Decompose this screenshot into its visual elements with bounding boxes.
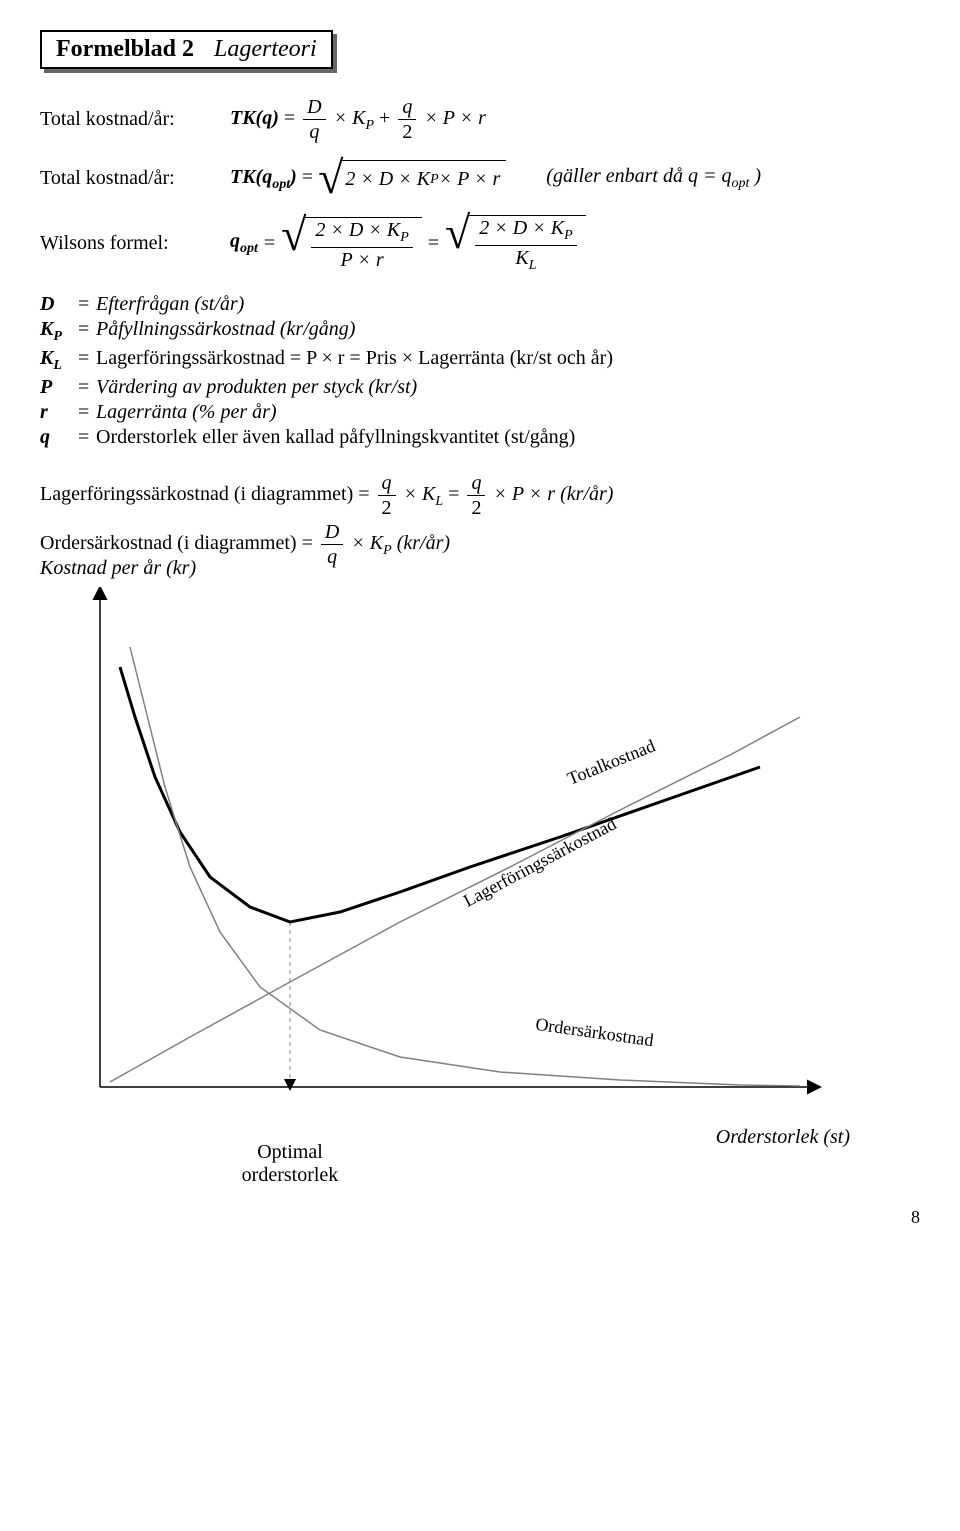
equation-tk: TK(q) = D q × KP + q 2 × P × r: [230, 97, 486, 142]
label-tk: Total kostnad/år:: [40, 108, 190, 131]
equation-tkopt: TK(qopt) = √ 2 × D × KP × P × r: [230, 160, 506, 197]
chart-y-label: Kostnad per år (kr): [40, 557, 196, 580]
formula-tkopt: Total kostnad/år: TK(qopt) = √ 2 × D × K…: [40, 160, 920, 197]
order-cost-curve: [130, 647, 800, 1086]
total-cost-curve: [120, 667, 760, 922]
chart-optimal-label: Optimal orderstorlek: [220, 1141, 360, 1187]
definitions-list: D=Efterfrågan (st/år) KP=Påfyllningssärk…: [40, 293, 920, 449]
cost-chart: Kostnad per år (kr) Totalkostnad Lagerfö…: [40, 587, 860, 1167]
note-tkopt: (gäller enbart då q = qopt ): [546, 165, 761, 192]
lager-cost-curve: [110, 717, 800, 1082]
label-wilson: Wilsons formel:: [40, 232, 190, 255]
formula-wilson: Wilsons formel: qopt = √ 2 × D × KP P × …: [40, 215, 920, 273]
chart-x-label: Orderstorlek (st): [716, 1126, 850, 1149]
title-bold: Formelblad 2: [56, 36, 194, 62]
equation-wilson: qopt = √ 2 × D × KP P × r = √ 2 × D × KP…: [230, 215, 586, 273]
optimal-arrowhead: [284, 1079, 296, 1091]
lager-cost-line: Lagerföringssärkostnad (i diagrammet) = …: [40, 473, 920, 518]
formula-tk: Total kostnad/år: TK(q) = D q × KP + q 2…: [40, 97, 920, 142]
page-number: 8: [40, 1207, 920, 1228]
formula-sheet-title: Formelblad 2 Lagerteori: [40, 30, 333, 69]
chart-svg: [40, 587, 860, 1127]
label-tkopt: Total kostnad/år:: [40, 167, 190, 190]
title-italic: Lagerteori: [214, 36, 317, 62]
